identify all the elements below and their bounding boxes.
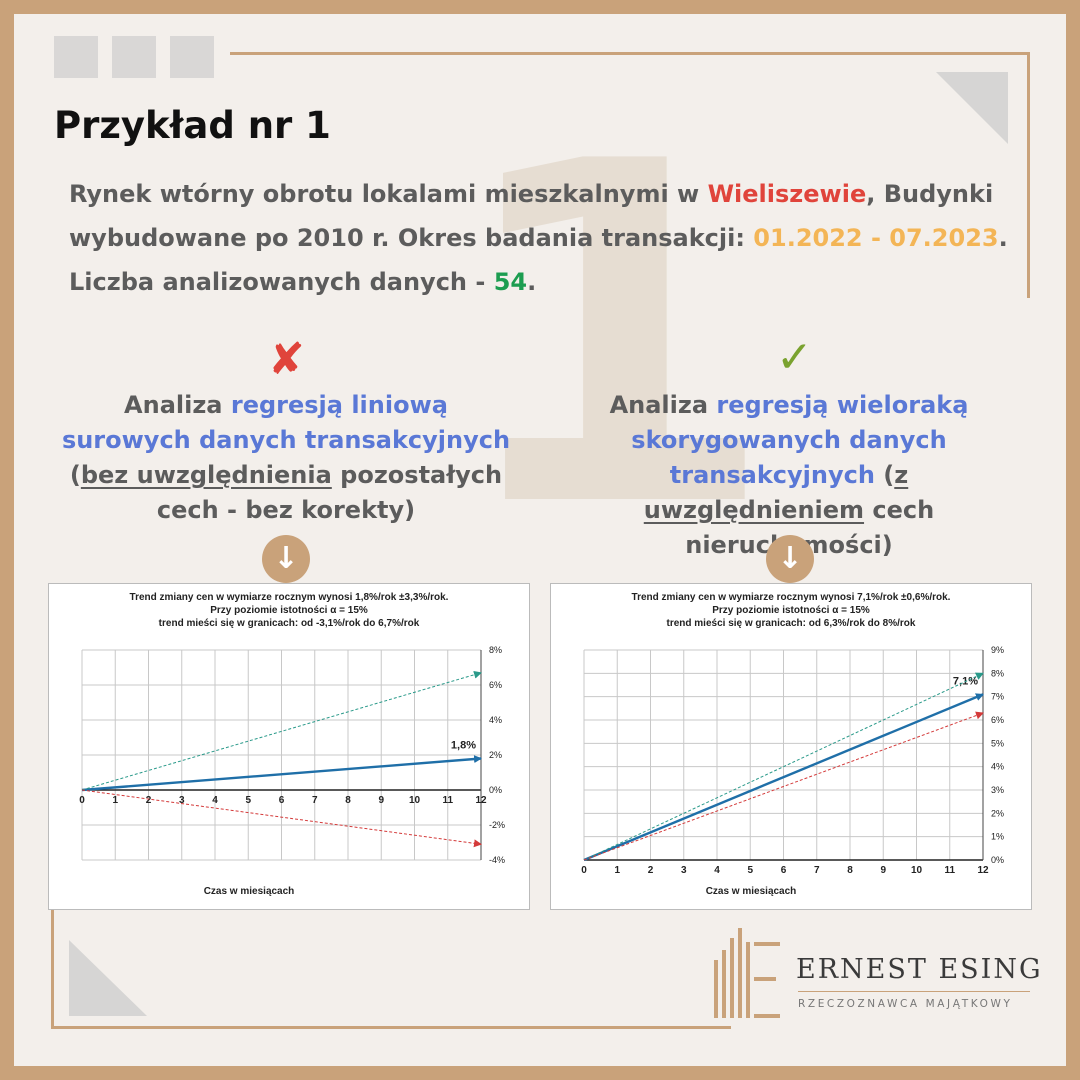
slide: 1 Przykład nr 1 Rynek wtórny obrotu loka… — [14, 14, 1066, 1066]
y-tick-label: -2% — [489, 820, 505, 830]
deco-line-bottom — [51, 1026, 731, 1029]
check-icon: ✓ — [776, 332, 813, 383]
y-tick-label: 0% — [489, 785, 502, 795]
series-line-upper — [583, 672, 984, 861]
period: 01.2022 - 07.2023 — [753, 224, 999, 252]
chart-title-line: Przy poziomie istotności α = 15% — [210, 605, 368, 616]
y-tick-label: -4% — [489, 855, 505, 865]
deco-square-1 — [54, 36, 98, 78]
y-tick-label: 2% — [489, 750, 502, 760]
x-tick-label: 0 — [79, 795, 85, 806]
x-tick-label: 3 — [179, 795, 185, 806]
chart-title-line: Trend zmiany cen w wymiarze rocznym wyno… — [130, 592, 449, 603]
y-tick-label: 4% — [489, 715, 502, 725]
logo-divider — [798, 991, 1030, 992]
chart-left-svg: Trend zmiany cen w wymiarze rocznym wyno… — [79, 592, 505, 897]
series-line-trend — [583, 693, 984, 862]
x-tick-label: 6 — [781, 865, 787, 876]
y-tick-label: 6% — [991, 715, 1004, 725]
x-axis-title: Czas w miesiącach — [204, 886, 295, 897]
x-axis-title: Czas w miesiącach — [706, 886, 797, 897]
logo-mark-icon — [714, 928, 780, 1018]
chart-title-line: trend mieści się w granicach: od -3,1%/r… — [159, 618, 420, 629]
deco-line-left-bottom — [51, 909, 54, 1029]
x-tick-label: 7 — [312, 795, 318, 806]
x-tick-label: 2 — [648, 865, 654, 876]
y-tick-label: 0% — [991, 855, 1004, 865]
series-line-trend — [81, 755, 482, 792]
data-count: 54 — [493, 268, 528, 296]
trend-value-label: 1,8% — [451, 740, 476, 752]
deco-line-top — [230, 52, 1030, 55]
chart-title-line: trend mieści się w granicach: od 6,3%/ro… — [667, 618, 916, 629]
chart-right-svg: Trend zmiany cen w wymiarze rocznym wyno… — [581, 592, 1004, 897]
x-tick-label: 9 — [378, 795, 384, 806]
arrow-down-icon: ↓ — [766, 535, 814, 583]
chart-right: Trend zmiany cen w wymiarze rocznym wyno… — [550, 583, 1032, 910]
x-tick-label: 12 — [977, 865, 989, 876]
x-tick-label: 5 — [245, 795, 251, 806]
series-line-lower — [81, 789, 482, 848]
x-tick-label: 4 — [714, 865, 720, 876]
page-title: Przykład nr 1 — [54, 104, 331, 147]
cross-icon: ✘ — [268, 334, 305, 385]
x-tick-label: 9 — [880, 865, 886, 876]
y-tick-label: 8% — [489, 645, 502, 655]
logo-subtitle: RZECZOZNAWCA MAJĄTKOWY — [798, 998, 1013, 1010]
x-tick-label: 10 — [409, 795, 421, 806]
x-tick-label: 12 — [475, 795, 487, 806]
y-tick-label: 1% — [991, 832, 1004, 842]
x-tick-label: 0 — [581, 865, 587, 876]
x-tick-label: 11 — [944, 865, 955, 876]
y-tick-label: 9% — [991, 645, 1004, 655]
x-tick-label: 2 — [146, 795, 152, 806]
chart-title-line: Trend zmiany cen w wymiarze rocznym wyno… — [632, 592, 951, 603]
x-tick-label: 8 — [345, 795, 351, 806]
x-tick-label: 4 — [212, 795, 218, 806]
deco-square-3 — [170, 36, 214, 78]
y-tick-label: 4% — [991, 762, 1004, 772]
arrow-down-icon: ↓ — [262, 535, 310, 583]
y-tick-label: 5% — [991, 738, 1004, 748]
x-tick-label: 5 — [747, 865, 753, 876]
y-tick-label: 2% — [991, 808, 1004, 818]
x-tick-label: 3 — [681, 865, 687, 876]
chart-left: Trend zmiany cen w wymiarze rocznym wyno… — [48, 583, 530, 910]
x-tick-label: 1 — [112, 795, 118, 806]
deco-triangle-top — [936, 72, 1008, 144]
y-tick-label: 6% — [489, 680, 502, 690]
y-tick-label: 7% — [991, 692, 1004, 702]
y-tick-label: 3% — [991, 785, 1004, 795]
background-number: 1 — [450, 63, 778, 610]
x-tick-label: 7 — [814, 865, 820, 876]
x-tick-label: 1 — [614, 865, 620, 876]
series-line-upper — [81, 670, 482, 791]
left-analysis-description: Analiza regresją liniową surowych danych… — [61, 391, 511, 524]
deco-line-right — [1027, 52, 1030, 298]
intro-text: Rynek wtórny obrotu lokalami mieszkalnym… — [69, 180, 1008, 296]
chart-title-line: Przy poziomie istotności α = 15% — [712, 605, 870, 616]
x-tick-label: 6 — [279, 795, 285, 806]
y-tick-label: 8% — [991, 668, 1004, 678]
logo-name: ERNEST ESING — [796, 954, 1043, 985]
series-line-lower — [583, 711, 984, 861]
x-tick-label: 11 — [442, 795, 453, 806]
city-name: Wieliszewie — [707, 180, 867, 208]
x-tick-label: 8 — [847, 865, 853, 876]
x-tick-label: 10 — [911, 865, 923, 876]
deco-triangle-bottom — [69, 940, 147, 1016]
deco-square-2 — [112, 36, 156, 78]
